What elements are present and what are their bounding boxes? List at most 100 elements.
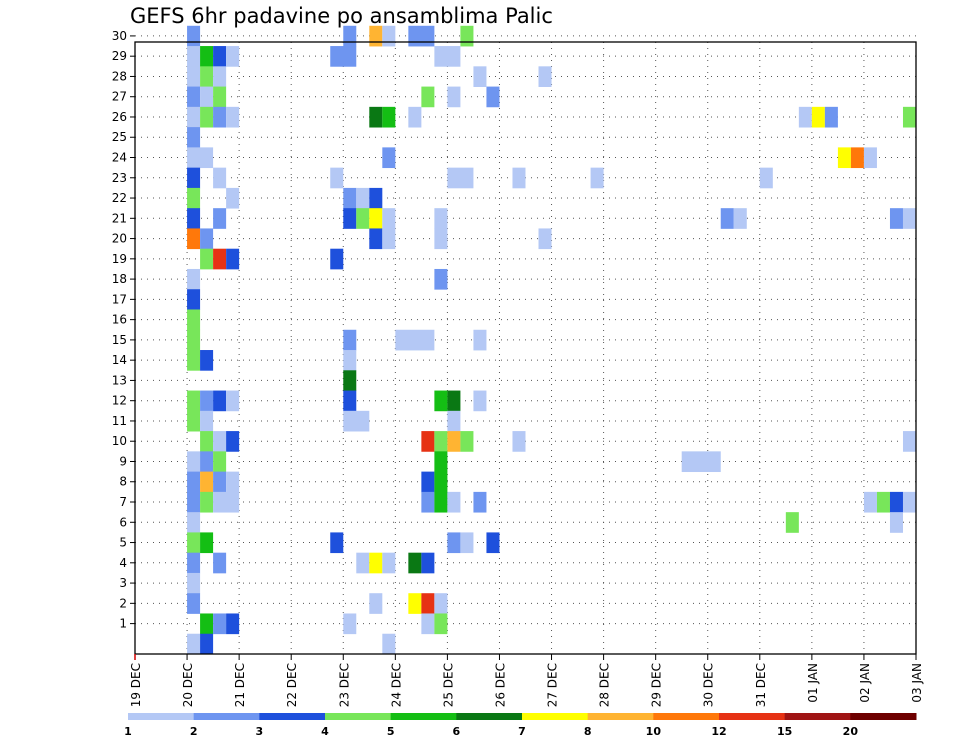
precip-cell [330, 46, 357, 67]
plot-frame [134, 41, 917, 655]
precip-cell [187, 532, 201, 554]
precip-cell [200, 491, 214, 513]
precip-cell [863, 491, 877, 513]
precip-cell [356, 187, 370, 209]
precip-cell [187, 147, 214, 169]
precip-cell [902, 431, 916, 452]
precip-cell [213, 491, 240, 513]
precip-cell [343, 187, 357, 209]
precip-cell [330, 167, 344, 189]
precip-cell [187, 491, 201, 513]
precip-cell [811, 106, 825, 128]
precip-cell [187, 66, 201, 87]
y-tick-label: 2 [119, 596, 127, 610]
precip-cell [421, 86, 435, 108]
precip-cell [889, 512, 903, 533]
precip-cell [434, 593, 448, 614]
y-tick-label: 28 [112, 69, 127, 83]
precip-cell [369, 106, 383, 128]
precip-cell [200, 66, 214, 87]
x-tick-label: 29 DEC [650, 663, 664, 707]
colorbar: 1 2 3 4 5 6 7 8 10 12 15 20 [124, 713, 917, 738]
colorbar-segment [719, 713, 786, 720]
precip-cell [447, 491, 461, 513]
colorbar-segment [325, 713, 392, 720]
grid-layer [135, 35, 916, 654]
precip-cell [187, 268, 201, 290]
colorbar-label: 4 [321, 725, 329, 738]
y-tick-label: 1 [119, 617, 127, 631]
y-tick-label: 12 [112, 394, 127, 408]
precip-cell [837, 147, 851, 169]
precip-cell [187, 289, 201, 310]
precip-cell [902, 106, 916, 128]
precip-cell [473, 66, 487, 87]
precip-cell [473, 390, 487, 412]
y-tick-label: 16 [112, 313, 127, 327]
precip-cell [213, 613, 227, 635]
precip-cell [343, 208, 357, 229]
precip-cell [434, 46, 461, 67]
colorbar-segment [587, 713, 654, 720]
precip-cell [200, 350, 214, 371]
precip-cell [538, 228, 552, 250]
precip-cell [343, 410, 370, 432]
precip-cell [902, 491, 916, 513]
precip-cell [486, 532, 500, 554]
y-tick-label: 22 [112, 191, 127, 205]
y-tick-label: 27 [112, 90, 127, 104]
y-tick-label: 3 [119, 576, 127, 590]
x-tick-label: 19 DEC [129, 663, 143, 707]
precip-cell [200, 410, 214, 432]
cells-layer [187, 25, 916, 655]
precip-cell [213, 471, 227, 493]
precip-cell [187, 593, 201, 614]
precip-cell [213, 390, 227, 412]
precip-cell [187, 471, 201, 493]
precip-cell [408, 106, 422, 128]
precip-cell [343, 25, 357, 47]
precip-cell [187, 329, 201, 351]
precip-cell [187, 86, 201, 108]
precip-cell [330, 532, 344, 554]
precip-cell [187, 309, 201, 331]
precip-cell [447, 390, 461, 412]
precip-cell [421, 471, 435, 493]
precip-cell [369, 228, 383, 250]
precip-cell [382, 633, 396, 655]
precip-cell [213, 106, 227, 128]
colorbar-segment [850, 713, 917, 720]
precip-cell [187, 25, 201, 47]
precip-cell [343, 329, 357, 351]
precip-cell [187, 512, 201, 533]
colorbar-label: 20 [843, 725, 859, 738]
precip-cell [720, 208, 734, 229]
precip-cell [902, 208, 916, 229]
precip-cell [200, 451, 214, 473]
y-tick-label: 23 [112, 171, 127, 185]
precip-cell [343, 350, 357, 371]
x-tick-label: 25 DEC [441, 663, 455, 707]
precip-cell [226, 106, 240, 128]
precip-cell [187, 410, 201, 432]
precip-cell [356, 552, 370, 574]
precip-cell [369, 25, 383, 47]
precip-cell [421, 431, 435, 452]
precip-cell [512, 431, 526, 452]
precip-cell [343, 370, 357, 391]
y-tick-label: 7 [119, 495, 127, 509]
colorbar-segment [390, 713, 457, 720]
x-ticks: 19 DEC 20 DEC 21 DEC 22 DEC 23 DEC 24 DEC 25 D… [129, 654, 924, 707]
y-tick-label: 17 [112, 292, 127, 306]
precip-cell [213, 208, 227, 229]
precip-cell [421, 491, 435, 513]
precip-cell [187, 552, 201, 574]
x-tick-label: 01 JAN [806, 663, 820, 703]
precip-cell [824, 106, 838, 128]
precip-cell [382, 552, 396, 574]
precip-cell [187, 228, 201, 250]
precip-cell [200, 471, 214, 493]
precip-cell [512, 167, 526, 189]
precip-cell [226, 431, 240, 452]
colorbar-label: 8 [584, 725, 592, 738]
